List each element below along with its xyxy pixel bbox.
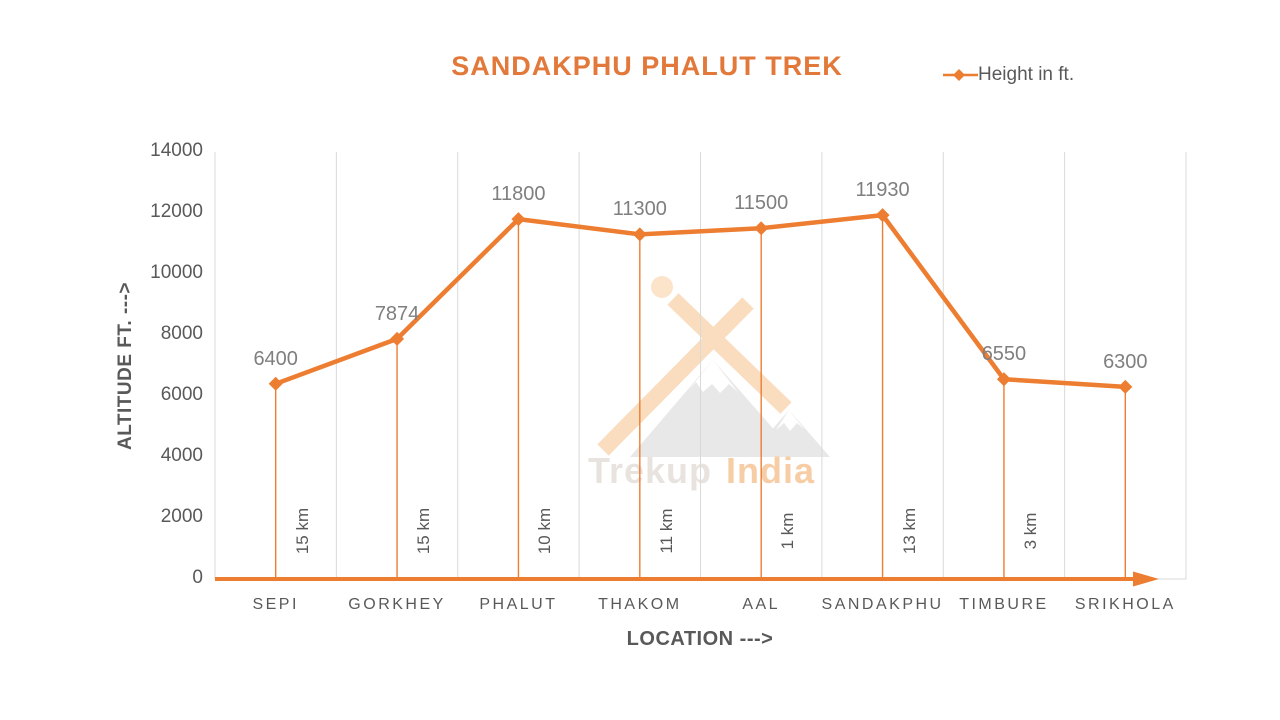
data-marker-diamond-icon — [754, 221, 769, 236]
data-marker-diamond-icon — [390, 331, 405, 346]
y-axis-title: ALTITUDE FT. ---> — [115, 281, 136, 451]
legend-line-marker-icon — [943, 69, 978, 81]
legend: Height in ft. — [943, 64, 1074, 86]
watermark-text: Trekup India — [588, 450, 815, 492]
x-axis-arrow-icon — [1133, 571, 1159, 587]
data-marker-diamond-icon — [511, 212, 526, 227]
legend-label: Height in ft. — [978, 64, 1075, 85]
chart-title: SANDAKPHU PHALUT TREK — [451, 51, 843, 81]
watermark-mountain-large — [630, 360, 798, 457]
data-marker-diamond-icon — [632, 227, 647, 242]
series-line — [273, 212, 1128, 390]
x-axis-title: LOCATION ---> — [626, 628, 774, 650]
data-marker-diamond-icon — [996, 372, 1011, 387]
watermark-word-orange: India — [726, 450, 816, 491]
data-marker-diamond-icon — [875, 208, 890, 223]
data-marker-diamond-icon — [268, 376, 283, 391]
data-marker-diamond-icon — [1118, 379, 1133, 394]
watermark-mountain-small — [748, 410, 830, 457]
watermark-word-gray: Trekup — [588, 450, 713, 491]
